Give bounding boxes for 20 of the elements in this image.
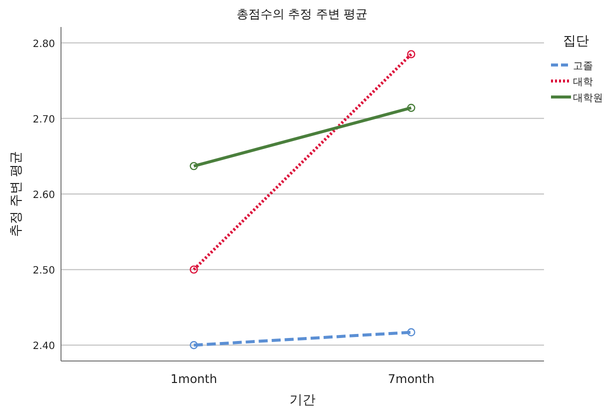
x-axis-title: 기간 xyxy=(290,393,316,408)
point xyxy=(190,341,198,350)
y-tick-label: 2.60 xyxy=(32,190,55,201)
x-tick-label: 7month xyxy=(388,372,434,386)
point xyxy=(190,265,198,274)
legend-label: 대학원 xyxy=(573,93,603,104)
y-tick-label: 2.50 xyxy=(32,266,55,277)
point xyxy=(407,50,416,58)
point xyxy=(407,104,416,112)
chart-title: 총점수의 추정 주변 평균 xyxy=(236,7,368,21)
point xyxy=(407,328,416,336)
legend-label: 고졸 xyxy=(573,61,593,72)
x-tick-label: 1month xyxy=(170,372,218,386)
y-tick-label: 2.70 xyxy=(32,114,55,126)
legend-label: 대학 xyxy=(573,77,593,88)
legend-title: 집단 xyxy=(563,34,589,49)
point xyxy=(190,162,198,170)
y-tick-label: 2.80 xyxy=(32,38,55,50)
y-tick-label: 2.40 xyxy=(32,341,55,352)
y-axis-title: 추정 주변 평균 xyxy=(9,150,24,238)
